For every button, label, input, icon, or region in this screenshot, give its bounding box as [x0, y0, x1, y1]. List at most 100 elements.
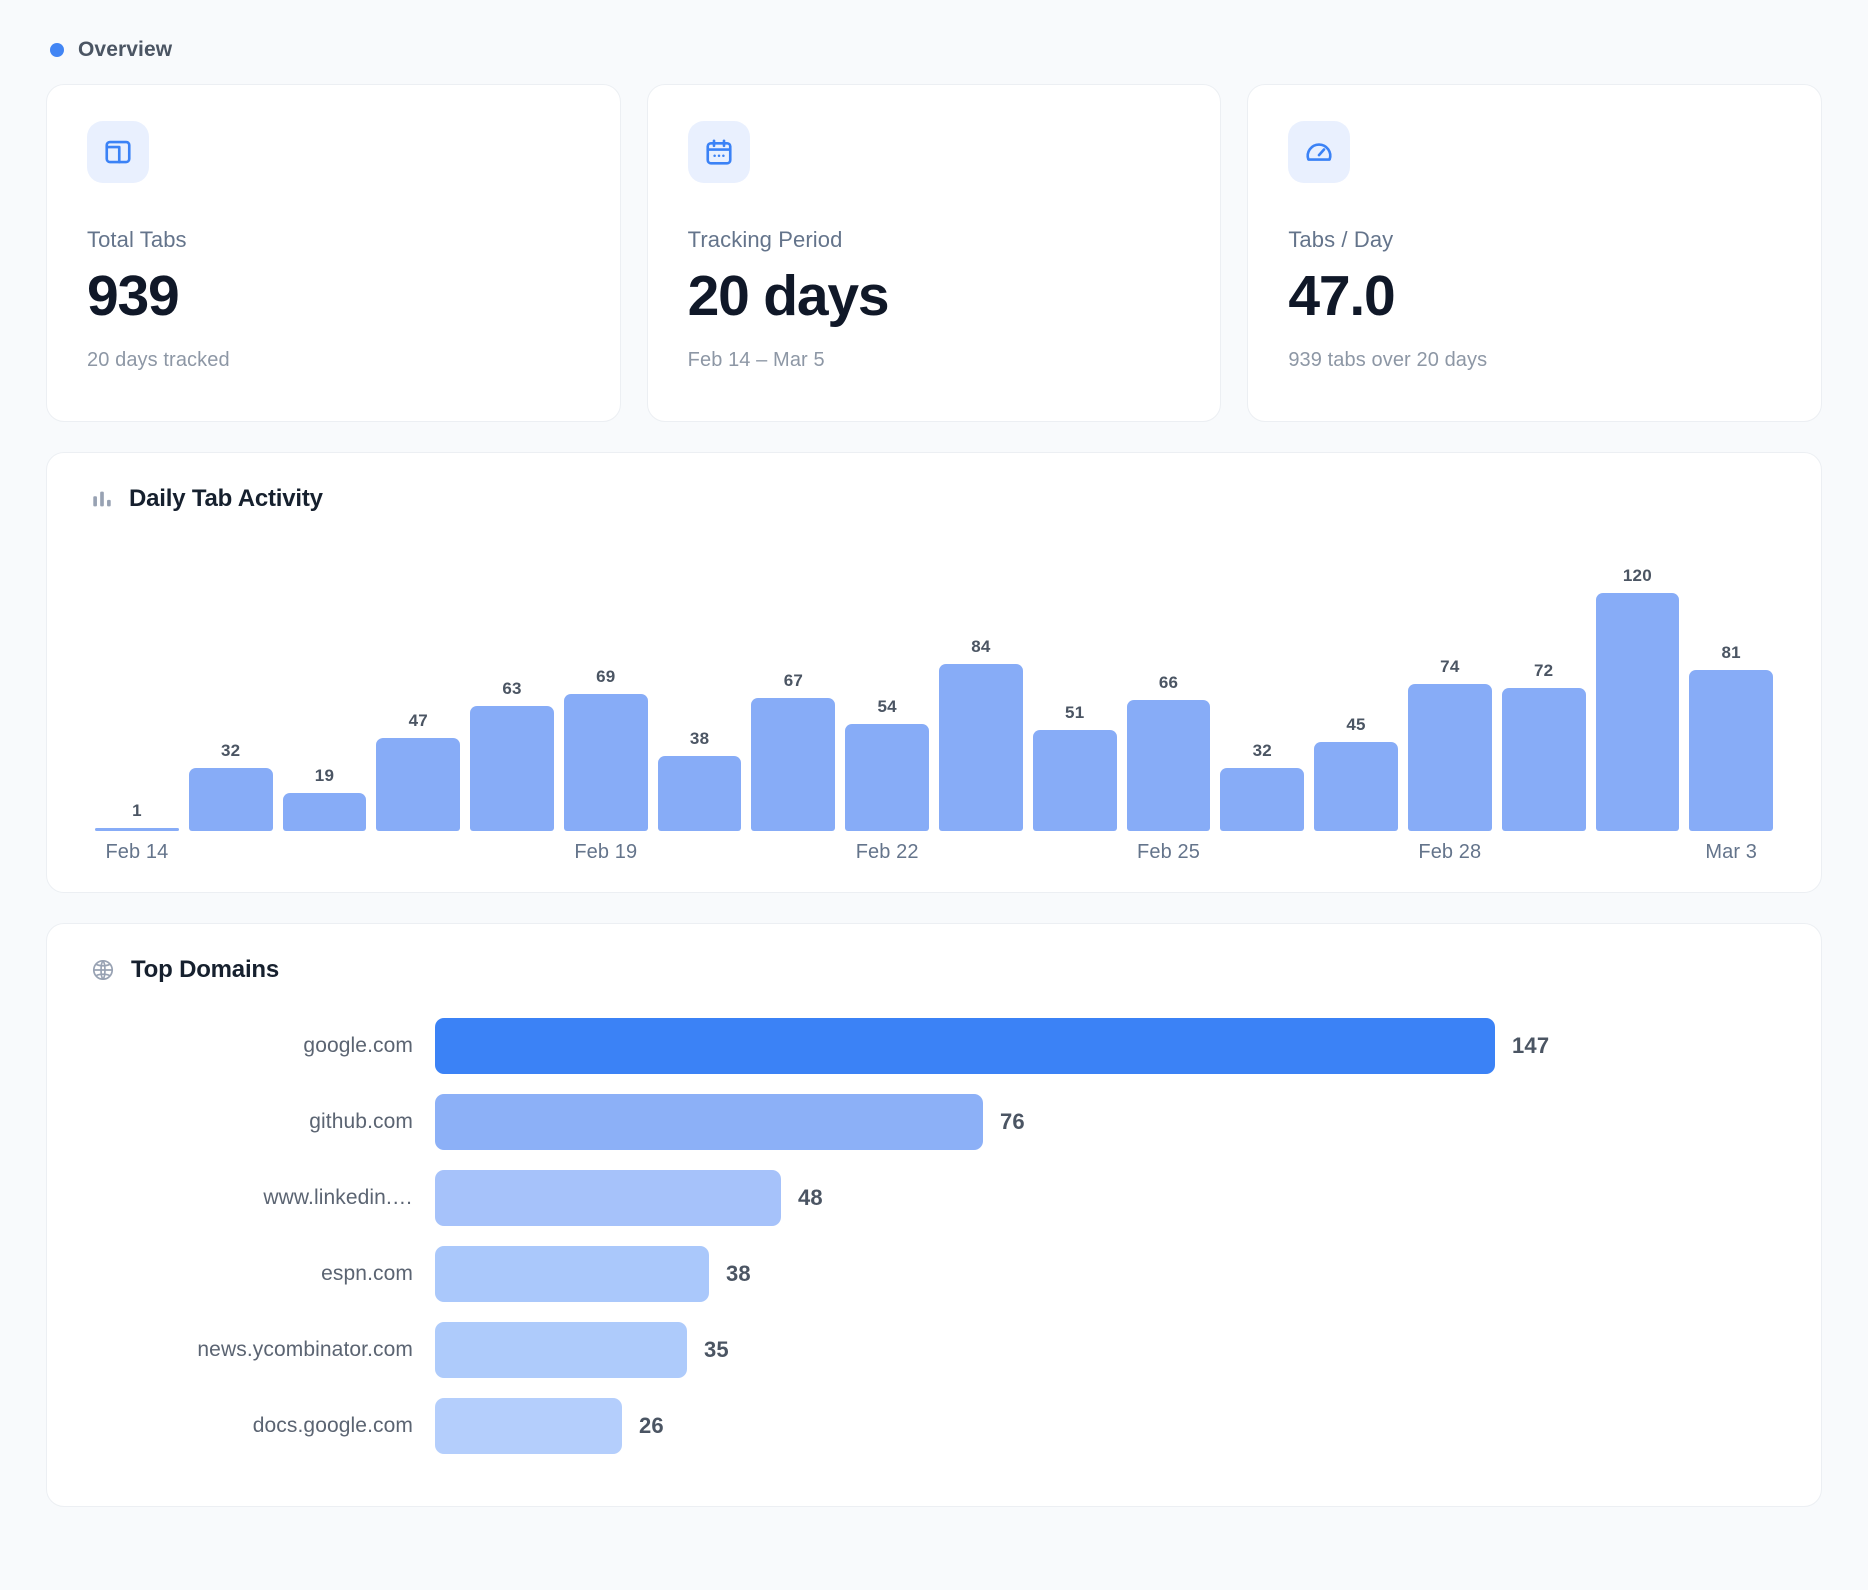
axis-tick-label	[283, 841, 367, 864]
domain-value: 147	[1512, 1033, 1550, 1058]
bar-column: 81	[1689, 531, 1774, 831]
domain-value: 26	[639, 1413, 664, 1438]
domain-bar-track: 48	[435, 1170, 1785, 1226]
domain-value: 35	[704, 1337, 729, 1362]
bar-column: 67	[751, 531, 836, 831]
domain-bar	[435, 1170, 781, 1226]
bar-column: 72	[1501, 531, 1586, 831]
stat-cards: Total Tabs 939 20 days tracked Tracking …	[46, 84, 1822, 422]
stat-value: 939	[87, 264, 180, 328]
domain-bar-track: 147	[435, 1018, 1785, 1074]
stat-label: Tabs / Day	[1288, 227, 1394, 252]
bar-column: 120	[1595, 531, 1680, 831]
bar	[470, 706, 554, 831]
axis-tick-label: Mar 3	[1705, 841, 1757, 863]
bar	[1126, 700, 1211, 831]
top-domains-title: Top Domains	[131, 956, 280, 983]
stat-label: Total Tabs	[87, 227, 187, 252]
globe-icon	[91, 958, 115, 982]
bar-column: 74	[1407, 531, 1492, 831]
top-domains-header: Top Domains	[83, 956, 1785, 984]
domain-row[interactable]: www.linkedin.… 48	[83, 1160, 1785, 1236]
axis-tick-label	[1596, 841, 1680, 864]
bar-value-label: 63	[502, 679, 522, 698]
bar-value-label: 1	[132, 801, 142, 820]
bar-value-label: 69	[596, 667, 616, 686]
bar-column: 84	[939, 531, 1023, 831]
bar-value-label: 45	[1346, 715, 1366, 734]
bar-value-label: 72	[1533, 661, 1554, 680]
bar-chart-icon	[91, 488, 113, 510]
domain-value: 76	[1000, 1109, 1025, 1134]
axis-tick-label	[1220, 841, 1304, 864]
daily-activity-chart: 1 32 19 47 63 69 38 67 54 84 51 66 32 45 74 72 120 81	[83, 531, 1785, 831]
calendar-icon	[687, 121, 750, 183]
domain-label: espn.com	[321, 1262, 413, 1285]
axis-tick-label	[189, 841, 273, 864]
top-domains-list: google.com 147 github.com 76 www.linkedin.… 4…	[83, 1002, 1785, 1478]
bar	[939, 664, 1023, 831]
bar-value-label: 47	[408, 711, 428, 730]
bar-value-label: 51	[1065, 703, 1085, 722]
daily-activity-panel: Daily Tab Activity 1 32 19 47 63 69 38 67 54 84 51…	[46, 452, 1822, 893]
domain-bar	[435, 1398, 622, 1454]
bar-value-label: 74	[1440, 657, 1460, 676]
stat-card-tabs-per-day: Tabs / Day 47.0 939 tabs over 20 days	[1247, 84, 1822, 422]
axis-tick-label	[1314, 841, 1398, 864]
bar	[1407, 684, 1492, 831]
bar-value-label: 19	[314, 766, 335, 785]
domain-bar-track: 76	[435, 1094, 1785, 1150]
domain-value: 48	[798, 1185, 823, 1210]
domain-label: google.com	[303, 1034, 413, 1057]
bar-column: 1	[95, 531, 179, 831]
stat-subtext: Feb 14 – Mar 5	[687, 348, 825, 371]
axis-tick-label	[751, 841, 835, 864]
daily-activity-xaxis: Feb 14 Feb 19 Feb 22 Feb 25 Feb 28 Mar 3	[83, 841, 1785, 864]
axis-tick-label	[470, 841, 554, 864]
bar-value-label: 32	[221, 741, 241, 760]
bar-value-label: 84	[971, 637, 991, 656]
axis-tick-label: Feb 14	[105, 841, 169, 863]
bar-column: 54	[845, 531, 930, 831]
browser-tab-icon	[87, 121, 149, 183]
domain-bar-track: 26	[435, 1398, 1785, 1454]
domain-bar	[435, 1094, 983, 1150]
page-title: Overview	[78, 38, 173, 61]
bar-value-label: 67	[783, 671, 804, 690]
domain-bar	[435, 1322, 687, 1378]
domain-label: docs.google.com	[252, 1414, 413, 1437]
bar-column: 47	[376, 531, 461, 831]
axis-tick-label	[939, 841, 1023, 864]
bar-column: 19	[282, 531, 367, 831]
domain-bar	[435, 1246, 709, 1302]
bar	[95, 828, 179, 831]
bar-value-label: 38	[689, 729, 710, 748]
domain-row[interactable]: espn.com 38	[83, 1236, 1785, 1312]
bar	[1501, 688, 1586, 831]
axis-tick-label	[376, 841, 460, 864]
domain-bar	[435, 1018, 1495, 1074]
bar-column: 45	[1314, 531, 1398, 831]
bar	[1032, 730, 1117, 831]
overview-status-dot	[50, 43, 64, 57]
axis-tick-label: Feb 25	[1137, 841, 1200, 863]
bar-column: 32	[1220, 531, 1305, 831]
daily-activity-header: Daily Tab Activity	[83, 485, 1785, 513]
bar	[376, 738, 461, 831]
bar	[188, 768, 273, 831]
daily-activity-title: Daily Tab Activity	[129, 485, 323, 512]
stat-subtext: 939 tabs over 20 days	[1288, 348, 1488, 371]
domain-bar-track: 35	[435, 1322, 1785, 1378]
domain-row[interactable]: news.ycombinator.com 35	[83, 1312, 1785, 1388]
bar	[282, 793, 367, 831]
domain-label: news.ycombinator.com	[197, 1338, 413, 1361]
bar-value-label: 32	[1252, 741, 1272, 760]
axis-tick-label: Feb 28	[1418, 841, 1482, 863]
domain-label: github.com	[309, 1110, 413, 1133]
stat-card-total-tabs: Total Tabs 939 20 days tracked	[46, 84, 621, 422]
domain-row[interactable]: docs.google.com 26	[83, 1388, 1785, 1464]
domain-row[interactable]: google.com 147	[83, 1008, 1785, 1084]
bar-column: 32	[188, 531, 273, 831]
domain-row[interactable]: github.com 76	[83, 1084, 1785, 1160]
domain-label: www.linkedin.…	[263, 1186, 413, 1209]
